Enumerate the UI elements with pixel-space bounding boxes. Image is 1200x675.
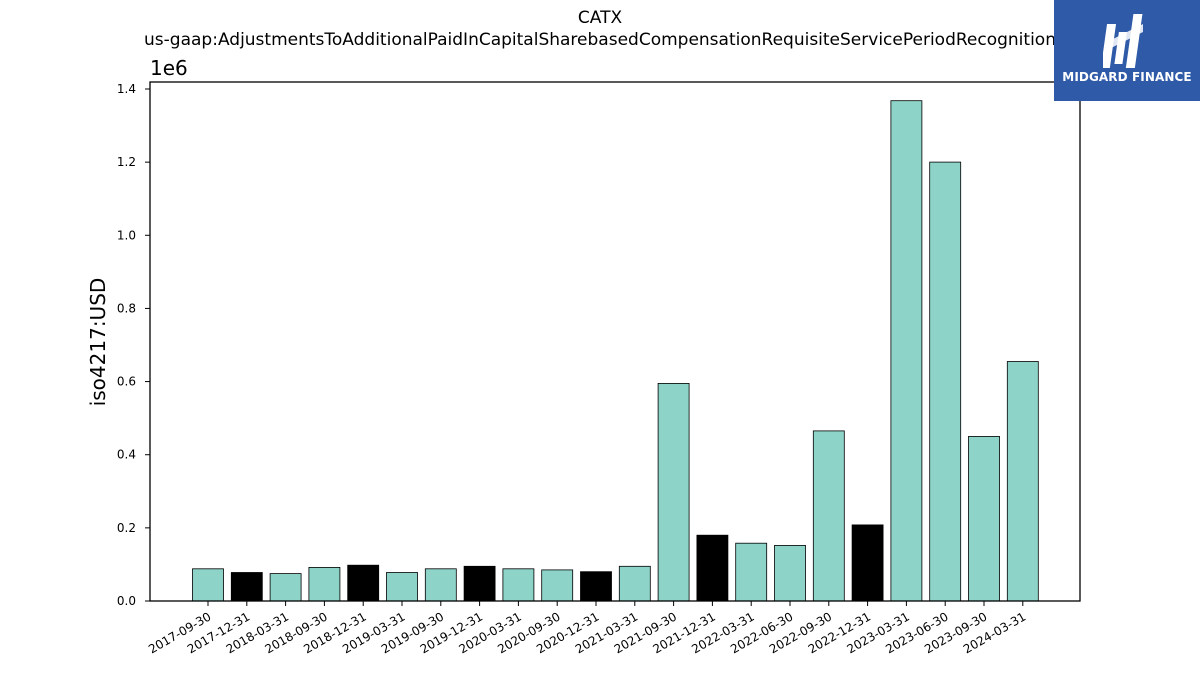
y-tick-label: 0.4 <box>117 448 136 462</box>
bar-2019-03-31 <box>386 572 418 602</box>
y-tick-label: 0.6 <box>117 375 136 389</box>
y-axis-label: iso4217:USD <box>86 278 110 407</box>
bar-2021-12-31 <box>696 534 729 602</box>
bar-2018-12-31 <box>347 564 380 602</box>
logo-text: MIDGARD FINANCE <box>1062 70 1192 84</box>
bar-2019-12-31 <box>463 565 496 602</box>
bar-2019-09-30 <box>424 568 457 602</box>
chart-subtitle: us-gaap:AdjustmentsToAdditionalPaidInCap… <box>144 30 1056 50</box>
bar-2017-12-31 <box>230 572 263 602</box>
y-offset-label: 1e6 <box>150 56 188 80</box>
bar-2017-09-30 <box>192 568 224 602</box>
bar-2021-03-31 <box>618 565 651 602</box>
logo-mark-icon <box>1103 14 1143 68</box>
plot-frame <box>149 81 1081 602</box>
y-tick-label: 1.2 <box>117 155 136 169</box>
bar-2022-03-31 <box>735 542 768 602</box>
bar-2020-12-31 <box>580 571 612 602</box>
y-tick-label: 0.2 <box>117 521 136 535</box>
y-tick-label: 0.8 <box>117 301 136 315</box>
bar-2018-03-31 <box>269 573 302 602</box>
bar-2020-03-31 <box>502 568 535 602</box>
y-tick-label: 1.4 <box>117 82 136 96</box>
bar-2023-06-30 <box>929 161 962 602</box>
midgard-finance-logo: MIDGARD FINANCE <box>1054 0 1200 101</box>
y-tick-label: 1.0 <box>117 228 136 242</box>
bar-2021-09-30 <box>657 382 690 602</box>
bar-2020-09-30 <box>541 569 574 602</box>
y-axis: 0.0 0.2 0.4 0.6 0.8 1.0 1.2 1.4 <box>117 82 150 608</box>
bar-2018-09-30 <box>308 567 341 602</box>
bars-group <box>192 100 1039 602</box>
bar-2022-12-31 <box>851 524 884 602</box>
x-axis: 2017-09-302017-12-312018-03-312018-09-30… <box>146 601 1028 656</box>
bar-2022-06-30 <box>774 545 806 602</box>
chart-title: CATX <box>577 8 623 28</box>
bar-2023-03-31 <box>890 100 923 602</box>
bar-2022-09-30 <box>812 430 845 602</box>
bar-2024-03-31 <box>1006 361 1039 602</box>
bar-2023-09-30 <box>968 435 1000 602</box>
y-tick-label: 0.0 <box>117 594 136 608</box>
